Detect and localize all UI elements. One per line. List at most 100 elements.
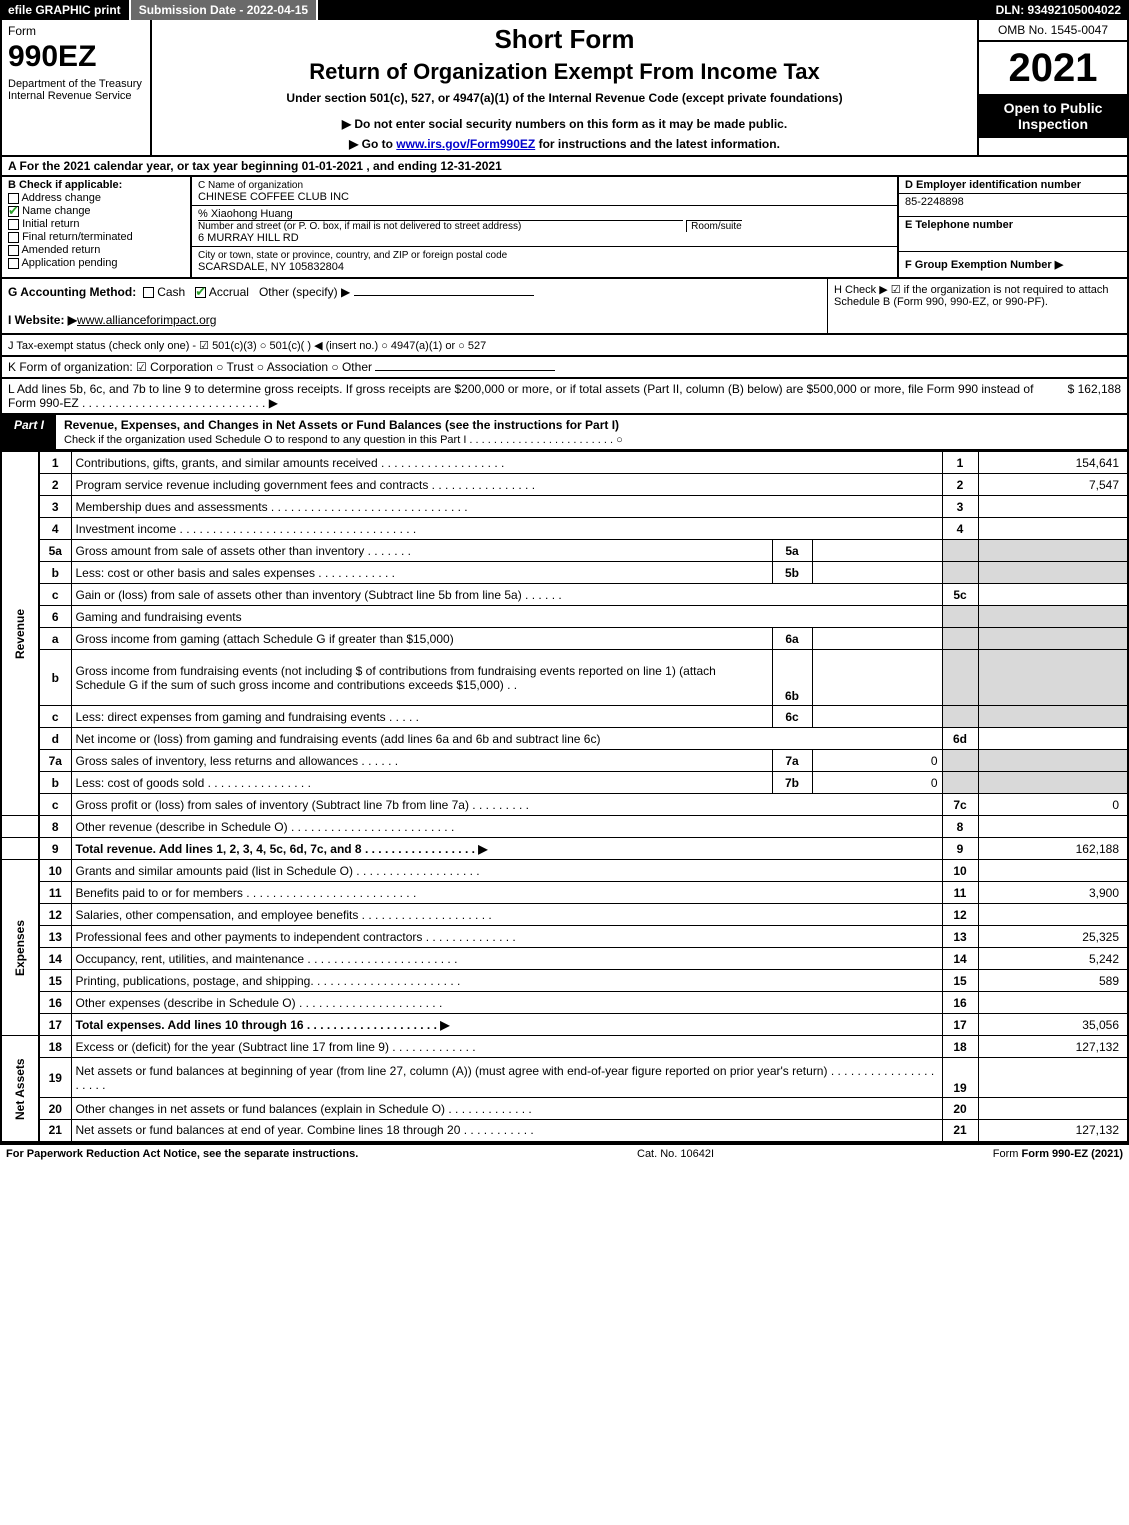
goto-pre: ▶ Go to: [349, 137, 396, 151]
table-row: 20Other changes in net assets or fund ba…: [1, 1098, 1128, 1120]
line-h: H Check ▶ ☑ if the organization is not r…: [827, 279, 1127, 333]
part-i-table: Revenue 1Contributions, gifts, grants, a…: [0, 451, 1129, 1143]
chk-initial: Initial return: [8, 218, 184, 230]
table-row: 5aGross amount from sale of assets other…: [1, 540, 1128, 562]
c-street-row: % Xiaohong Huang Number and street (or P…: [192, 206, 897, 247]
table-row: 12Salaries, other compensation, and empl…: [1, 904, 1128, 926]
header-right: OMB No. 1545-0047 2021 Open to Public In…: [977, 20, 1127, 155]
table-row: 7aGross sales of inventory, less returns…: [1, 750, 1128, 772]
revenue-label: Revenue: [1, 452, 39, 816]
title-short-form: Short Form: [162, 24, 967, 55]
footer-center: Cat. No. 10642I: [637, 1148, 714, 1160]
table-row: Net Assets 18Excess or (deficit) for the…: [1, 1036, 1128, 1058]
goto-post: for instructions and the latest informat…: [535, 137, 780, 151]
c-name-row: C Name of organization CHINESE COFFEE CL…: [192, 177, 897, 206]
part-i-title: Revenue, Expenses, and Changes in Net As…: [56, 415, 1127, 449]
care-of: % Xiaohong Huang: [198, 208, 293, 220]
l-value: $ 162,188: [1060, 382, 1121, 410]
col-b: B Check if applicable: Address change Na…: [2, 177, 192, 277]
checkbox-icon[interactable]: [8, 258, 19, 269]
ein-value: 85-2248898: [899, 194, 1127, 216]
chk-final: Final return/terminated: [8, 231, 184, 243]
table-row: 17Total expenses. Add lines 10 through 1…: [1, 1014, 1128, 1036]
city-label: City or town, state or province, country…: [198, 250, 507, 261]
other-input[interactable]: [354, 295, 534, 296]
checkbox-icon[interactable]: [195, 287, 206, 298]
footer: For Paperwork Reduction Act Notice, see …: [0, 1143, 1129, 1163]
col-def: D Employer identification number 85-2248…: [897, 177, 1127, 277]
expenses-label: Expenses: [1, 860, 39, 1036]
submission-date: Submission Date - 2022-04-15: [131, 0, 318, 20]
chk-amended: Amended return: [8, 244, 184, 256]
website-link[interactable]: www.allianceforimpact.org: [77, 313, 216, 327]
table-row: 4Investment income . . . . . . . . . . .…: [1, 518, 1128, 540]
line-g: G Accounting Method: Cash Accrual Other …: [2, 279, 827, 333]
dln: DLN: 93492105004022: [988, 0, 1129, 20]
open-to-public: Open to Public Inspection: [979, 94, 1127, 138]
d-label: D Employer identification number: [899, 177, 1127, 194]
title-main: Return of Organization Exempt From Incom…: [162, 59, 967, 85]
part-i-header: Part I Revenue, Expenses, and Changes in…: [0, 415, 1129, 451]
col-c: C Name of organization CHINESE COFFEE CL…: [192, 177, 897, 277]
g-label: G Accounting Method:: [8, 285, 136, 299]
header-left: Form 990EZ Department of the Treasury In…: [2, 20, 152, 155]
section-bcdef: B Check if applicable: Address change Na…: [0, 177, 1129, 279]
checkbox-icon[interactable]: [8, 232, 19, 243]
table-row: 9Total revenue. Add lines 1, 2, 3, 4, 5c…: [1, 838, 1128, 860]
part-i-tab: Part I: [2, 415, 56, 449]
table-row: 13Professional fees and other payments t…: [1, 926, 1128, 948]
efile-label: efile GRAPHIC print: [0, 0, 131, 20]
table-row: 19Net assets or fund balances at beginni…: [1, 1058, 1128, 1098]
line-l: L Add lines 5b, 6c, and 7b to line 9 to …: [0, 379, 1129, 415]
form-number: 990EZ: [8, 40, 144, 74]
room-label: Room/suite: [686, 220, 742, 232]
table-row: 3Membership dues and assessments . . . .…: [1, 496, 1128, 518]
table-row: 6Gaming and fundraising events: [1, 606, 1128, 628]
subtitle-2: ▶ Do not enter social security numbers o…: [162, 117, 967, 131]
table-row: Revenue 1Contributions, gifts, grants, a…: [1, 452, 1128, 474]
line-a: A For the 2021 calendar year, or tax yea…: [0, 157, 1129, 177]
table-row: cGain or (loss) from sale of assets othe…: [1, 584, 1128, 606]
table-row: dNet income or (loss) from gaming and fu…: [1, 728, 1128, 750]
c-name-label: C Name of organization: [198, 180, 303, 191]
table-row: Expenses 10Grants and similar amounts pa…: [1, 860, 1128, 882]
irs-link[interactable]: www.irs.gov/Form990EZ: [396, 137, 535, 151]
table-row: bGross income from fundraising events (n…: [1, 650, 1128, 706]
form-word: Form: [8, 24, 36, 38]
table-row: 2Program service revenue including gover…: [1, 474, 1128, 496]
table-row: 14Occupancy, rent, utilities, and mainte…: [1, 948, 1128, 970]
part-i-check: Check if the organization used Schedule …: [64, 434, 623, 446]
line-k: K Form of organization: ☑ Corporation ○ …: [0, 357, 1129, 379]
e-label: E Telephone number: [899, 216, 1127, 233]
checkbox-icon[interactable]: [8, 245, 19, 256]
footer-left: For Paperwork Reduction Act Notice, see …: [6, 1148, 358, 1160]
top-bar: efile GRAPHIC print Submission Date - 20…: [0, 0, 1129, 20]
table-row: bLess: cost of goods sold . . . . . . . …: [1, 772, 1128, 794]
street-label: Number and street (or P. O. box, if mail…: [198, 220, 683, 232]
footer-right: Form Form 990-EZ (2021): [993, 1148, 1123, 1160]
city: SCARSDALE, NY 105832804: [198, 261, 344, 273]
street: 6 MURRAY HILL RD: [198, 232, 299, 244]
line-j: J Tax-exempt status (check only one) - ☑…: [0, 335, 1129, 357]
tax-year: 2021: [979, 42, 1127, 94]
header-center: Short Form Return of Organization Exempt…: [152, 20, 977, 155]
b-label: B Check if applicable:: [8, 179, 122, 191]
table-row: 21Net assets or fund balances at end of …: [1, 1120, 1128, 1142]
l-text: L Add lines 5b, 6c, and 7b to line 9 to …: [8, 382, 1060, 410]
table-row: aGross income from gaming (attach Schedu…: [1, 628, 1128, 650]
i-label: I Website: ▶: [8, 313, 77, 327]
table-row: 11Benefits paid to or for members . . . …: [1, 882, 1128, 904]
table-row: cLess: direct expenses from gaming and f…: [1, 706, 1128, 728]
other-org-input[interactable]: [375, 370, 555, 371]
checkbox-icon[interactable]: [143, 287, 154, 298]
subtitle-1: Under section 501(c), 527, or 4947(a)(1)…: [162, 91, 967, 105]
table-row: cGross profit or (loss) from sales of in…: [1, 794, 1128, 816]
netassets-label: Net Assets: [1, 1036, 39, 1142]
checkbox-icon[interactable]: [8, 219, 19, 230]
table-row: 16Other expenses (describe in Schedule O…: [1, 992, 1128, 1014]
omb-number: OMB No. 1545-0047: [979, 20, 1127, 42]
chk-name: Name change: [8, 205, 184, 217]
chk-address: Address change: [8, 192, 184, 204]
table-row: bLess: cost or other basis and sales exp…: [1, 562, 1128, 584]
checkbox-icon[interactable]: [8, 206, 19, 217]
